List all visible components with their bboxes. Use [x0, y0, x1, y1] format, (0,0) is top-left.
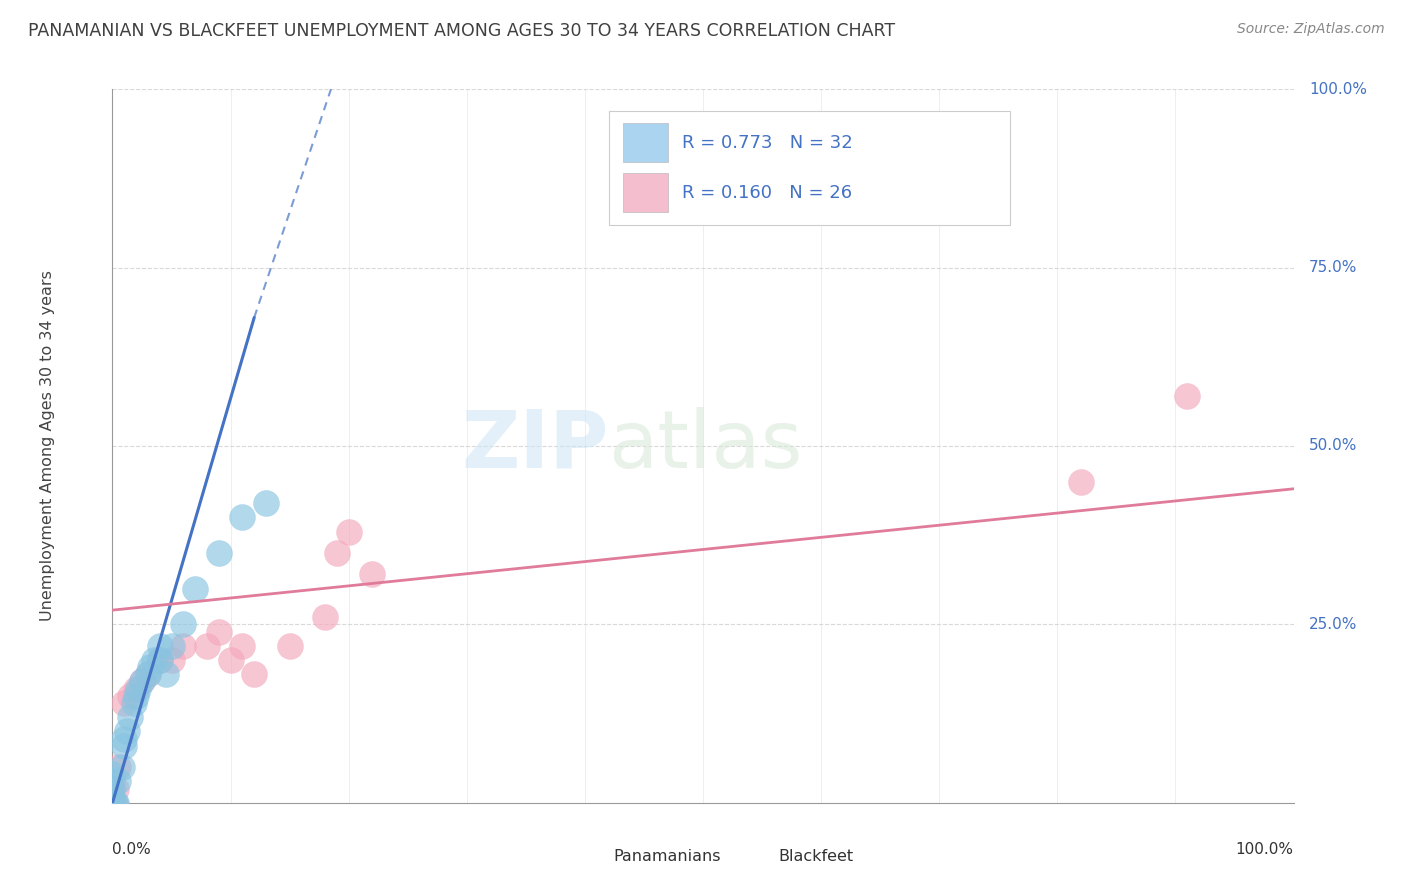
Point: [101, 796, 124, 810]
Text: atlas: atlas: [609, 407, 803, 485]
Point: [172, 639, 194, 653]
Point: [120, 710, 142, 724]
Text: Blackfeet: Blackfeet: [779, 849, 853, 863]
Point: [361, 567, 384, 582]
Point: [104, 796, 127, 810]
Point: [1070, 475, 1092, 489]
Point: [125, 689, 148, 703]
Point: [122, 696, 145, 710]
Text: 100.0%: 100.0%: [1309, 82, 1367, 96]
Point: [112, 731, 135, 746]
Point: [136, 667, 159, 681]
Point: [243, 667, 266, 681]
Text: R = 0.160   N = 26: R = 0.160 N = 26: [682, 184, 852, 202]
Point: [105, 781, 128, 796]
Point: [101, 796, 124, 810]
Point: [142, 653, 165, 667]
Point: [208, 624, 231, 639]
Point: [160, 653, 183, 667]
Point: [125, 681, 148, 696]
Point: [139, 660, 162, 674]
Point: [112, 739, 135, 753]
Point: [149, 653, 172, 667]
Point: [111, 760, 134, 774]
Point: [115, 724, 138, 739]
Point: [101, 781, 124, 796]
Point: [337, 524, 360, 539]
Point: [101, 796, 124, 810]
Text: R = 0.773   N = 32: R = 0.773 N = 32: [682, 134, 852, 152]
Bar: [623, 173, 668, 212]
Point: [105, 796, 128, 810]
Point: [172, 617, 194, 632]
Point: [107, 774, 129, 789]
Point: [101, 796, 124, 810]
Point: [149, 653, 172, 667]
Point: [219, 653, 242, 667]
Point: [208, 546, 231, 560]
Point: [101, 767, 124, 781]
Point: [101, 781, 124, 796]
Text: 25.0%: 25.0%: [1309, 617, 1357, 632]
Text: 0.0%: 0.0%: [112, 842, 152, 857]
Point: [314, 610, 336, 624]
Text: ZIP: ZIP: [461, 407, 609, 485]
Point: [131, 674, 153, 689]
Point: [195, 639, 218, 653]
Point: [101, 774, 124, 789]
Text: 50.0%: 50.0%: [1309, 439, 1357, 453]
Text: 100.0%: 100.0%: [1236, 842, 1294, 857]
Point: [231, 510, 253, 524]
FancyBboxPatch shape: [609, 111, 1010, 225]
Point: [160, 639, 183, 653]
Point: [120, 689, 142, 703]
Bar: [738, 846, 772, 874]
Point: [149, 639, 172, 653]
Point: [155, 667, 177, 681]
Bar: [574, 846, 606, 874]
Text: PANAMANIAN VS BLACKFEET UNEMPLOYMENT AMONG AGES 30 TO 34 YEARS CORRELATION CHART: PANAMANIAN VS BLACKFEET UNEMPLOYMENT AMO…: [28, 22, 896, 40]
Point: [254, 496, 277, 510]
Point: [326, 546, 349, 560]
Point: [278, 639, 301, 653]
Point: [131, 674, 153, 689]
Text: Panamanians: Panamanians: [613, 849, 721, 863]
Point: [107, 760, 129, 774]
Point: [231, 639, 253, 653]
Point: [104, 796, 127, 810]
Point: [1175, 389, 1198, 403]
Text: Source: ZipAtlas.com: Source: ZipAtlas.com: [1237, 22, 1385, 37]
Point: [101, 796, 124, 810]
Point: [112, 696, 135, 710]
Point: [127, 681, 149, 696]
Text: Unemployment Among Ages 30 to 34 years: Unemployment Among Ages 30 to 34 years: [39, 270, 55, 622]
Point: [101, 796, 124, 810]
Point: [184, 582, 207, 596]
Text: 75.0%: 75.0%: [1309, 260, 1357, 275]
Point: [101, 796, 124, 810]
Point: [136, 667, 159, 681]
Bar: [623, 123, 668, 162]
